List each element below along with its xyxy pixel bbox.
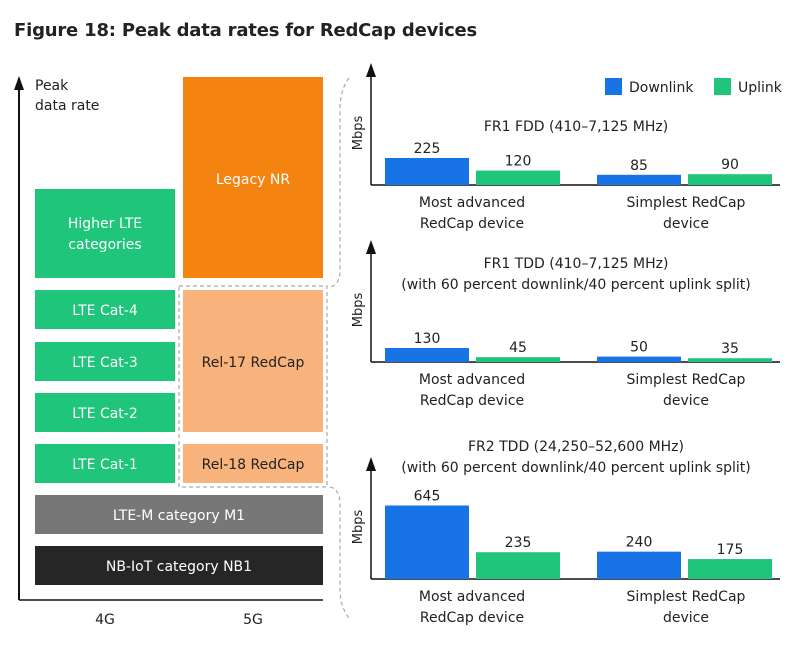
legend-uplink-swatch [714, 78, 731, 95]
higher-lte-label-line1: Higher LTE [68, 216, 142, 232]
legend-downlink-swatch [605, 78, 622, 95]
bar-value-label: 85 [630, 158, 648, 174]
x-label-5g: 5G [243, 612, 263, 628]
bar-value-label: 130 [414, 331, 441, 347]
lte-cat4-label: LTE Cat-4 [72, 303, 138, 319]
lte-cat3-box [35, 342, 175, 381]
bar-value-label: 235 [505, 535, 532, 551]
left-y-axis-arrow [14, 76, 24, 90]
chart-ylabel: Mbps [351, 293, 366, 328]
rel17-redcap-box [183, 290, 323, 432]
bar-uplink-2 [688, 559, 772, 579]
higher-lte-label-line2: categories [68, 237, 141, 253]
legend: Downlink Uplink [605, 78, 783, 96]
category-label-2: Simplest RedCap [627, 589, 746, 605]
bar-downlink-1 [385, 348, 469, 362]
chart-2: Mbps FR1 TDD (410–7,125 MHz) (with 60 perc… [351, 240, 780, 409]
category-label-2: device [663, 393, 709, 409]
bar-value-label: 45 [509, 340, 527, 356]
chart-y-axis-arrow [366, 457, 376, 471]
bar-downlink-1 [385, 158, 469, 185]
bar-uplink-2 [688, 358, 772, 362]
bar-downlink-1 [385, 505, 469, 579]
redcap-dashed-outline [178, 285, 328, 488]
lte-m-label: LTE-M category M1 [113, 508, 245, 524]
lte-cat1-label: LTE Cat-1 [72, 457, 138, 473]
bar-value-label: 645 [414, 489, 441, 505]
connector-bracket [329, 77, 350, 619]
category-label-2: Simplest RedCap [627, 372, 746, 388]
chart-subtitle: (with 60 percent downlink/40 percent upl… [401, 460, 750, 476]
lte-cat2-box [35, 393, 175, 432]
legend-uplink-label: Uplink [738, 80, 783, 96]
x-label-4g: 4G [95, 612, 115, 628]
bar-value-label: 120 [505, 154, 532, 170]
chart-title: FR1 TDD (410–7,125 MHz) [484, 256, 669, 272]
higher-lte-box [35, 189, 175, 278]
chart-title: FR1 FDD (410–7,125 MHz) [484, 119, 668, 135]
bar-value-label: 35 [721, 341, 739, 357]
bar-downlink-2 [597, 356, 681, 362]
left-diagram: Peak data rate Higher LTE categories LTE… [14, 76, 328, 628]
bar-value-label: 225 [414, 141, 441, 157]
chart-y-axis-arrow [366, 240, 376, 254]
bar-value-label: 50 [630, 340, 648, 356]
figure-title: Figure 18: Peak data rates for RedCap de… [14, 20, 478, 41]
category-label-1: Most advanced [419, 372, 525, 388]
legend-downlink-label: Downlink [629, 80, 694, 96]
rel18-redcap-box [183, 444, 323, 483]
lte-cat1-box [35, 444, 175, 483]
chart-ylabel: Mbps [351, 116, 366, 151]
nb-iot-label: NB-IoT category NB1 [106, 559, 252, 575]
bar-uplink-1 [476, 170, 560, 185]
chart-title: FR2 TDD (24,250–52,600 MHz) [468, 439, 684, 455]
chart-subtitle: (with 60 percent downlink/40 percent upl… [401, 277, 750, 293]
bar-downlink-2 [597, 174, 681, 185]
category-label-2: device [663, 610, 709, 626]
nb-iot-box [35, 546, 323, 585]
bar-downlink-2 [597, 551, 681, 579]
bar-uplink-2 [688, 174, 772, 185]
legacy-nr-label: Legacy NR [216, 172, 291, 188]
left-y-label-line2: data rate [35, 98, 99, 114]
category-label-1: RedCap device [420, 610, 524, 626]
lte-m-box [35, 495, 323, 534]
left-y-label-line1: Peak [35, 78, 69, 94]
rel17-redcap-label: Rel-17 RedCap [202, 355, 305, 371]
rel18-redcap-label: Rel-18 RedCap [202, 457, 305, 473]
bar-value-label: 240 [626, 535, 653, 551]
lte-cat4-box [35, 290, 175, 329]
chart-ylabel: Mbps [351, 510, 366, 545]
category-label-2: device [663, 216, 709, 232]
chart-3: Mbps FR2 TDD (24,250–52,600 MHz) (with 60 … [351, 439, 780, 626]
category-label-1: Most advanced [419, 195, 525, 211]
right-charts: Mbps FR1 FDD (410–7,125 MHz) 225 85 120 90 Mos… [351, 63, 780, 626]
legacy-nr-box [183, 77, 323, 278]
category-label-1: Most advanced [419, 589, 525, 605]
bar-uplink-1 [476, 552, 560, 579]
category-label-2: Simplest RedCap [627, 195, 746, 211]
bar-value-label: 90 [721, 157, 739, 173]
category-label-1: RedCap device [420, 216, 524, 232]
lte-cat2-label: LTE Cat-2 [72, 406, 138, 422]
category-label-1: RedCap device [420, 393, 524, 409]
bar-value-label: 175 [717, 542, 744, 558]
lte-cat3-label: LTE Cat-3 [72, 355, 138, 371]
chart-y-axis-arrow [366, 63, 376, 77]
chart-1: Mbps FR1 FDD (410–7,125 MHz) 225 85 120 90 Mos… [351, 63, 780, 232]
bar-uplink-1 [476, 357, 560, 362]
